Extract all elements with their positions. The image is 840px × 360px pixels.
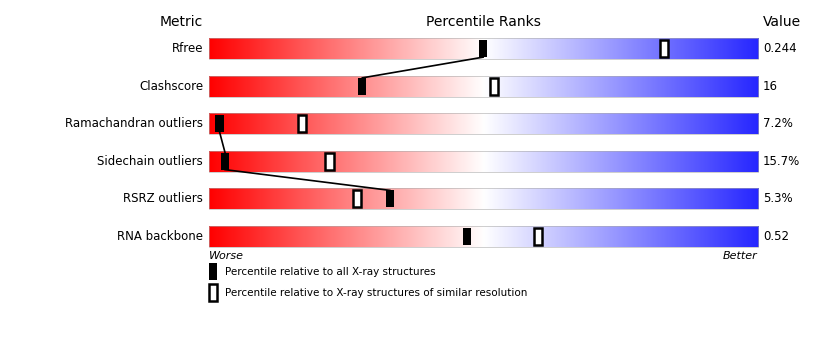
- Bar: [463, 228, 470, 245]
- Bar: [358, 78, 366, 95]
- Text: 15.7%: 15.7%: [763, 155, 801, 168]
- Text: Worse: Worse: [208, 251, 244, 261]
- Text: RSRZ outliers: RSRZ outliers: [123, 192, 203, 205]
- Text: Rfree: Rfree: [171, 42, 203, 55]
- Text: Ramachandran outliers: Ramachandran outliers: [66, 117, 203, 130]
- Text: RNA backbone: RNA backbone: [117, 230, 203, 243]
- Bar: [490, 78, 498, 95]
- Bar: [208, 113, 758, 134]
- Bar: [479, 40, 487, 57]
- Bar: [208, 264, 217, 280]
- Text: Clashscore: Clashscore: [139, 80, 203, 93]
- Bar: [216, 115, 223, 132]
- Bar: [221, 153, 229, 170]
- Bar: [353, 190, 361, 207]
- Bar: [208, 76, 758, 97]
- Text: 7.2%: 7.2%: [763, 117, 793, 130]
- Text: 0.52: 0.52: [763, 230, 789, 243]
- Text: Better: Better: [723, 251, 758, 261]
- Bar: [534, 228, 542, 245]
- Text: Value: Value: [763, 15, 801, 29]
- Bar: [208, 151, 758, 172]
- Bar: [208, 284, 217, 301]
- Bar: [298, 115, 306, 132]
- Bar: [208, 226, 758, 247]
- Bar: [325, 153, 333, 170]
- Bar: [386, 190, 394, 207]
- Text: Percentile relative to X-ray structures of similar resolution: Percentile relative to X-ray structures …: [225, 288, 528, 297]
- Text: 16: 16: [763, 80, 778, 93]
- Bar: [208, 188, 758, 209]
- Text: Sidechain outliers: Sidechain outliers: [97, 155, 203, 168]
- Bar: [208, 38, 758, 59]
- Text: Metric: Metric: [160, 15, 203, 29]
- Bar: [660, 40, 669, 57]
- Text: 5.3%: 5.3%: [763, 192, 793, 205]
- Text: Percentile Ranks: Percentile Ranks: [426, 15, 541, 29]
- Text: Percentile relative to all X-ray structures: Percentile relative to all X-ray structu…: [225, 267, 436, 277]
- Text: 0.244: 0.244: [763, 42, 797, 55]
